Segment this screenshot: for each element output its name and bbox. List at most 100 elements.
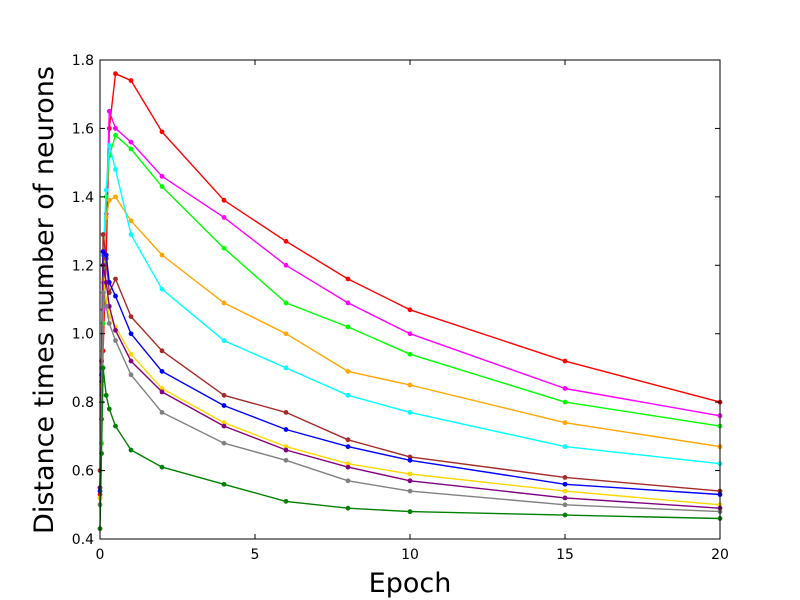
data-point (106, 321, 112, 326)
series-11 (97, 365, 723, 532)
series-line (99, 264, 721, 509)
data-point (562, 481, 568, 487)
data-point (283, 447, 289, 453)
data-point (283, 410, 289, 415)
data-point (221, 392, 227, 398)
y-axis: 0.4 0.6 0.8 1.0 1.2 1.4 1.6 1.8 (72, 53, 720, 548)
data-point (562, 488, 568, 494)
data-point (345, 444, 351, 450)
data-point (407, 478, 413, 484)
data-point (407, 307, 413, 313)
data-point (562, 502, 568, 508)
data-point (345, 392, 351, 398)
data-point (106, 108, 112, 114)
data-point (345, 324, 351, 330)
data-point (103, 303, 109, 309)
x-tick-label: 0 (96, 547, 105, 563)
data-point (283, 365, 289, 371)
data-point (113, 132, 118, 138)
data-point (128, 218, 134, 224)
data-point (345, 276, 351, 282)
data-point (100, 290, 106, 296)
data-point (128, 146, 134, 152)
data-point (159, 252, 165, 258)
axes-frame (99, 59, 721, 540)
data-point (221, 481, 227, 487)
y-tick-label: 0.8 (72, 395, 94, 411)
data-point (113, 276, 118, 282)
data-point (128, 232, 134, 237)
data-point (113, 71, 118, 77)
y-axis-title: Distance times number of neurons (29, 66, 60, 534)
data-point (221, 197, 227, 203)
series-7 (97, 249, 723, 497)
data-point (562, 386, 568, 391)
data-point (221, 214, 227, 220)
data-point (562, 444, 568, 450)
data-point (345, 478, 351, 484)
data-point (221, 300, 227, 306)
x-tick-label: 15 (556, 547, 574, 563)
y-tick-label: 1.0 (72, 327, 94, 343)
series-layer (97, 71, 723, 532)
data-point (345, 300, 351, 306)
series-line (99, 110, 721, 498)
series-line (99, 134, 721, 505)
data-point (345, 437, 351, 443)
data-point (159, 389, 165, 395)
data-point (283, 300, 289, 306)
y-tick-label: 1.8 (72, 53, 94, 69)
data-point (407, 457, 413, 463)
data-point (159, 286, 165, 292)
data-point (407, 488, 413, 494)
data-point (128, 447, 134, 453)
data-point (562, 512, 568, 518)
x-axis: 0 5 10 15 20 (96, 60, 729, 563)
y-tick-label: 1.2 (72, 258, 94, 274)
data-point (407, 454, 413, 460)
data-point (100, 232, 106, 237)
data-point (159, 129, 165, 135)
data-point (562, 420, 568, 426)
series-2 (97, 108, 723, 501)
data-point (407, 382, 413, 388)
data-point (283, 457, 289, 463)
series-3 (97, 132, 723, 508)
data-point (113, 338, 118, 343)
y-tick-label: 1.6 (72, 121, 94, 137)
data-point (128, 372, 134, 378)
data-point (562, 495, 568, 501)
data-point (562, 399, 568, 405)
data-point (103, 187, 109, 193)
data-point (221, 403, 227, 408)
y-tick-label: 1.4 (72, 190, 94, 206)
data-point (407, 410, 413, 415)
data-point (407, 351, 413, 357)
data-point (407, 331, 413, 337)
y-tick-label: 0.6 (72, 464, 94, 480)
data-point (159, 173, 165, 179)
data-point (113, 194, 118, 200)
data-point (128, 314, 134, 320)
data-point (100, 365, 106, 371)
data-point (113, 293, 118, 299)
data-point (103, 392, 109, 398)
data-point (283, 331, 289, 337)
series-line (99, 233, 721, 492)
data-point (128, 331, 134, 337)
series-line (99, 367, 721, 529)
y-tick-label: 0.4 (72, 532, 94, 548)
data-point (113, 126, 118, 131)
data-point (283, 444, 289, 450)
series-8 (97, 276, 723, 508)
x-tick-label: 20 (711, 547, 729, 563)
data-point (113, 167, 118, 172)
data-point (283, 427, 289, 432)
x-axis-title: Epoch (369, 568, 452, 599)
data-point (345, 464, 351, 470)
data-point (106, 143, 112, 148)
data-point (103, 252, 109, 258)
data-point (562, 358, 568, 364)
